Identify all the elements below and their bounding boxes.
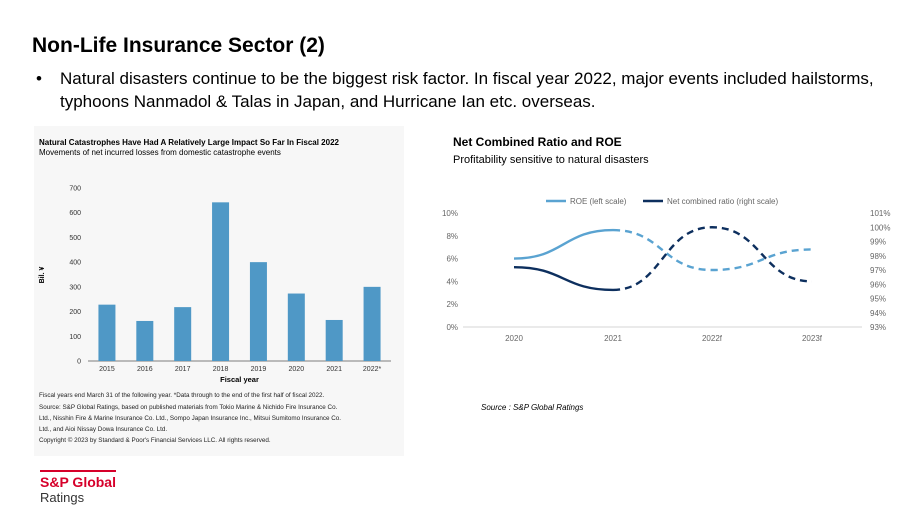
logo-brand: S&P Global [40, 474, 116, 490]
logo-rule [40, 470, 116, 472]
right-y-tick-5: 98% [870, 252, 886, 261]
legend-label-roe: ROE (left scale) [570, 197, 627, 206]
left-y-tick-4: 8% [446, 232, 458, 241]
right-y-tick-0: 93% [870, 323, 886, 332]
right-y-tick-2: 95% [870, 295, 886, 304]
slide-title: Non-Life Insurance Sector (2) [32, 34, 325, 57]
right-chart-title: Net Combined Ratio and ROE [453, 135, 622, 149]
x-tick-2020: 2020 [505, 334, 523, 343]
note-line-5: Copyright © 2023 by Standard & Poor's Fi… [39, 437, 271, 444]
left-chart-title: Natural Catastrophes Have Had A Relative… [39, 138, 339, 147]
x-tick-2021: 2021 [604, 334, 622, 343]
right-y-tick-3: 96% [870, 280, 886, 289]
left-y-tick-1: 2% [446, 300, 458, 309]
x-tick-2023f: 2023f [802, 334, 823, 343]
note-line-4: Ltd., and Aioi Nissay Dowa Insurance Co.… [39, 426, 168, 433]
bullet-text: Natural disasters continue to be the big… [60, 69, 874, 111]
left-y-tick-2: 4% [446, 277, 458, 286]
x-tick-2022f: 2022f [702, 334, 723, 343]
right-chart-subtitle: Profitability sensitive to natural disas… [453, 154, 649, 166]
left-y-tick-5: 10% [442, 209, 458, 218]
note-line-3: Ltd., Nisshin Fire & Marine Insurance Co… [39, 415, 342, 422]
series-ncr-forecast-line [612, 226, 813, 292]
left-chart-subtitle: Movements of net incurred losses from do… [39, 148, 281, 157]
left-y-tick-0: 0% [446, 323, 458, 332]
series-roe-actual-line [513, 228, 614, 260]
legend-label-ncr: Net combined ratio (right scale) [667, 197, 778, 206]
series-ncr-actual-line [513, 265, 614, 292]
logo-ratings: Ratings [40, 490, 85, 505]
left-y-tick-3: 6% [446, 255, 458, 264]
right-y-tick-8: 101% [870, 209, 890, 218]
note-line-2: Source: S&P Global Ratings, based on pub… [39, 404, 338, 411]
right-y-tick-6: 99% [870, 238, 886, 247]
source-note: Source : S&P Global Ratings [481, 403, 584, 412]
right-y-tick-7: 100% [870, 223, 890, 232]
right-y-tick-4: 97% [870, 266, 886, 275]
bullet-point: • Natural disasters continue to be the b… [36, 67, 900, 113]
note-line-1: Fiscal years end March 31 of the followi… [39, 392, 325, 399]
series-roe-forecast-line [612, 228, 813, 272]
bullet-mark: • [36, 69, 42, 88]
right-y-tick-1: 94% [870, 309, 886, 318]
